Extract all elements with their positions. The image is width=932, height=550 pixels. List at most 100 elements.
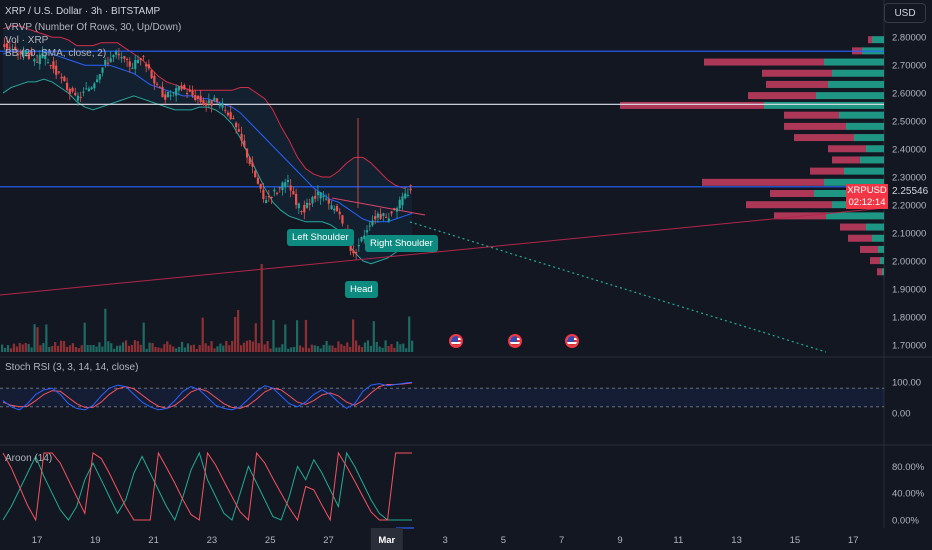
volume-bar bbox=[6, 345, 10, 352]
candle-body bbox=[166, 92, 170, 98]
vprofile-up-bar bbox=[826, 212, 884, 220]
us-flag-event-icon[interactable] bbox=[565, 334, 579, 348]
bb-upper-band bbox=[2, 25, 413, 189]
candle-body bbox=[16, 54, 20, 56]
volume-bar bbox=[210, 341, 213, 352]
volume-bar bbox=[307, 348, 310, 352]
candle-body bbox=[183, 85, 186, 90]
candle-body bbox=[85, 88, 88, 90]
vprofile-up-bar bbox=[872, 234, 884, 242]
volume-bar bbox=[89, 345, 92, 352]
volume-bar bbox=[290, 347, 293, 352]
time-tick-label: 7 bbox=[559, 535, 564, 546]
candle-body bbox=[46, 62, 50, 64]
us-flag-event-icon[interactable] bbox=[508, 334, 522, 348]
candle-body bbox=[355, 252, 358, 254]
volume-bar bbox=[201, 317, 204, 352]
candle-body bbox=[164, 94, 167, 100]
time-axis: 17 19 21 23 25 27 Mar 3 5 7 9 11 13 15 17 bbox=[32, 528, 858, 550]
aroon-tick-label: 40.00% bbox=[892, 489, 925, 500]
candles bbox=[3, 36, 412, 260]
current-price-countdown: 02:12:14 bbox=[848, 197, 886, 208]
volume-bar bbox=[160, 348, 163, 352]
volume-bar bbox=[65, 346, 69, 352]
candle-body bbox=[357, 245, 360, 247]
volume-bar bbox=[148, 342, 151, 352]
volume-bar bbox=[27, 343, 30, 352]
bb-middle-band bbox=[2, 50, 413, 223]
candle-body bbox=[27, 52, 31, 59]
volume-bar bbox=[319, 348, 322, 352]
volume-bar bbox=[98, 342, 101, 352]
candle-body bbox=[136, 59, 140, 64]
right-shoulder-label: Right Shoulder bbox=[365, 235, 438, 252]
volume-bar bbox=[254, 323, 257, 352]
candle-body bbox=[262, 189, 265, 200]
candle-body bbox=[335, 206, 339, 212]
volume-bar bbox=[405, 348, 408, 352]
vprofile-up-bar bbox=[828, 80, 884, 88]
cursor-marker bbox=[396, 527, 414, 529]
bb-label: BB (20, SMA, close, 2) bbox=[5, 48, 107, 59]
volume-bar bbox=[54, 342, 57, 352]
candle-body bbox=[218, 104, 221, 106]
candle-body bbox=[398, 199, 401, 209]
volume-bar bbox=[402, 343, 405, 352]
candle-body bbox=[316, 191, 320, 196]
stoch-rsi-label: Stoch RSI (3, 3, 14, 14, close) bbox=[5, 362, 139, 373]
volume-bar bbox=[45, 324, 48, 352]
candle-body bbox=[286, 179, 290, 183]
candle-body bbox=[281, 182, 284, 191]
volume-bar bbox=[316, 346, 319, 352]
candle-body bbox=[327, 199, 330, 204]
candle-body bbox=[401, 196, 404, 206]
volume-bar bbox=[3, 347, 7, 352]
volume-bar bbox=[355, 340, 358, 352]
volume-bar bbox=[21, 344, 24, 352]
currency-button[interactable]: USD bbox=[884, 3, 926, 23]
volume-bar bbox=[80, 345, 83, 352]
vprofile-down-bar bbox=[784, 111, 839, 119]
volume-bar bbox=[133, 340, 136, 352]
volume-bar bbox=[216, 346, 219, 352]
vprofile-down-bar bbox=[794, 134, 854, 142]
volume-bar bbox=[257, 343, 260, 352]
vprofile-down-bar bbox=[840, 223, 866, 231]
price-tick-label: 1.90000 bbox=[892, 284, 926, 295]
vprofile-up-bar bbox=[764, 101, 884, 109]
stoch-rsi-pane: 100.00 0.00 bbox=[0, 378, 921, 420]
vprofile-down-bar bbox=[810, 167, 844, 175]
volume-bar bbox=[263, 344, 266, 352]
candle-body bbox=[5, 43, 9, 49]
time-tick-label: 23 bbox=[207, 535, 218, 546]
aroon-tick-label: 0.00% bbox=[892, 516, 919, 527]
candle-body bbox=[139, 58, 142, 61]
price-tick-label: 2.80000 bbox=[892, 33, 926, 44]
candle-body bbox=[319, 192, 322, 199]
volume-bar bbox=[18, 343, 21, 352]
candle-body bbox=[8, 47, 11, 49]
candle-body bbox=[142, 55, 145, 57]
candle-body bbox=[297, 203, 300, 209]
vrvp-label: VRVP (Number Of Rows, 30, Up/Down) bbox=[5, 22, 182, 33]
volume-bar bbox=[92, 344, 95, 352]
aroon-label: Aroon (14) bbox=[5, 453, 53, 464]
volume-bar bbox=[369, 345, 372, 352]
candle-body bbox=[330, 205, 333, 209]
us-flag-event-icon[interactable] bbox=[449, 334, 463, 348]
stoch-rsi-d-line bbox=[2, 382, 413, 409]
vprofile-up-bar bbox=[872, 36, 884, 44]
candle-body bbox=[333, 208, 336, 211]
volume-bar bbox=[325, 340, 328, 352]
candle-body bbox=[120, 56, 123, 59]
vprofile-up-bar bbox=[824, 58, 884, 66]
volume-bar bbox=[48, 346, 51, 352]
volume-bar bbox=[139, 344, 142, 352]
volume-bar bbox=[328, 345, 331, 352]
left-shoulder-label: Left Shoulder bbox=[287, 229, 354, 246]
time-tick-label: 9 bbox=[617, 535, 622, 546]
time-tick-label: 17 bbox=[32, 535, 43, 546]
volume-bar bbox=[51, 346, 54, 352]
vprofile-down-bar bbox=[860, 245, 878, 253]
